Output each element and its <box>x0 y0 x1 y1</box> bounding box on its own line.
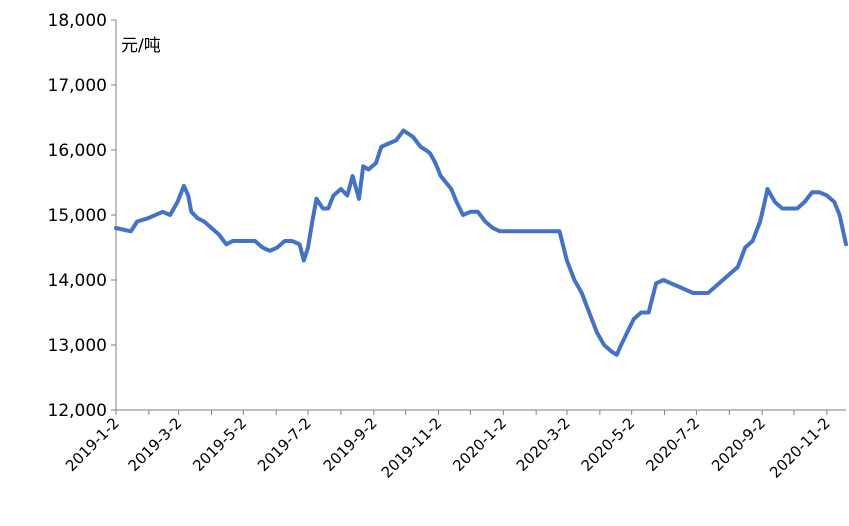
x-tick-label: 2019-5-2 <box>189 414 250 475</box>
y-tick-label: 16,000 <box>48 141 107 161</box>
x-tick-label: 2019-11-2 <box>378 414 446 482</box>
series-group <box>114 128 848 357</box>
x-tick-label: 2020-3-2 <box>513 414 574 475</box>
x-tick-label: 2020-11-2 <box>766 414 834 482</box>
x-axis-ticks: 2019-1-2 2019-3-2 2019-5-2 2019-7-2 2019-9-2… <box>62 410 834 482</box>
y-axis-ticks: 12,000 13,000 14,000 15,000 16,000 17,000 18,0… <box>48 11 116 421</box>
unit-label: 元/吨 <box>121 36 161 56</box>
x-tick-label: 2019-7-2 <box>254 414 315 475</box>
x-tick-label: 2019-3-2 <box>125 414 186 475</box>
y-tick-label: 12,000 <box>48 401 107 421</box>
y-tick-label: 15,000 <box>48 206 107 226</box>
x-tick-label: 2019-9-2 <box>320 414 381 475</box>
y-tick-label: 17,000 <box>48 76 107 96</box>
x-tick-label: 2019-1-2 <box>62 414 123 475</box>
y-tick-label: 13,000 <box>48 336 107 356</box>
x-tick-label: 2020-9-2 <box>708 414 769 475</box>
y-tick-label: 14,000 <box>48 271 107 291</box>
x-tick-label: 2020-5-2 <box>578 414 639 475</box>
series-line <box>114 128 848 357</box>
x-tick-label: 2020-1-2 <box>449 414 510 475</box>
x-tick-label: 2020-7-2 <box>642 414 703 475</box>
y-tick-label: 18,000 <box>48 11 107 31</box>
